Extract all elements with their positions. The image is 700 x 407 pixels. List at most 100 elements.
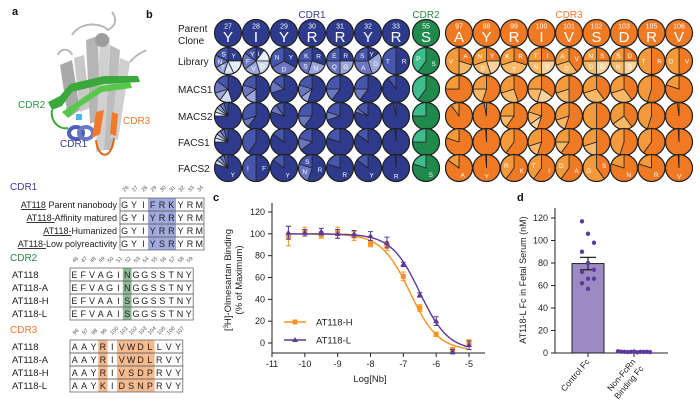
sequence-residue: S: [128, 368, 134, 378]
pie-outline: [353, 46, 383, 76]
variant-name: AT118-L: [12, 381, 47, 392]
pie-outline: [297, 153, 327, 183]
sequence-residue: E: [71, 296, 77, 306]
sequence-residue: S: [151, 283, 157, 293]
pie-residue-label: S: [221, 52, 226, 59]
macs2-pie: [213, 101, 243, 131]
pie-residue-label: S: [616, 53, 621, 60]
sequence-residue: I: [111, 368, 114, 378]
sequence-residue: M: [196, 213, 204, 223]
residue-position: 101: [563, 24, 575, 31]
panel-label-a: a: [12, 6, 19, 18]
binding-curve-chart: 0 20 40 60 80 100 120 -11 -10 -9 -8 -7 -6 -5 Log[Nb] [3…: [223, 203, 485, 385]
pie-residue-label: Y: [490, 53, 495, 60]
data-point: [585, 231, 591, 236]
alignment-title: CDR3: [10, 325, 38, 336]
pie-residue-label: K: [505, 54, 510, 61]
residue-number: 52: [124, 256, 133, 265]
sequence-residue: R: [100, 342, 107, 352]
data-point: [644, 349, 649, 354]
pie-residue-label: R: [504, 163, 509, 170]
residue-number: 99: [100, 328, 109, 337]
row-label-facs2: FACS2: [178, 164, 210, 175]
residue-position: 27: [224, 24, 232, 31]
sequence-residue: N: [177, 296, 184, 306]
sequence-residue: A: [81, 355, 87, 365]
sequence-residue: S: [151, 270, 157, 280]
sequence-residue: N: [177, 270, 184, 280]
parent-residue-32: 32Y: [353, 18, 383, 48]
macs1-pie: [527, 74, 556, 104]
macs2-pie: [269, 101, 299, 131]
variant-name: AT118-A: [12, 355, 49, 366]
macs1-pie: [381, 74, 411, 104]
panel-label-c: c: [213, 192, 219, 204]
data-point: [622, 349, 627, 355]
sequence-residue: G: [141, 283, 148, 293]
facs1-pie: [411, 127, 441, 157]
sequence-residue: S: [151, 296, 157, 306]
pie-residue-label: Y: [370, 51, 375, 58]
parent-residue-99: 99R: [499, 18, 529, 48]
facs2-pie: S: [411, 153, 441, 183]
library-pie: VD: [664, 46, 694, 76]
sequence-residue: Y: [150, 213, 156, 223]
y-tick-label: 100: [250, 229, 265, 239]
alignment-row: AT118 Parent nanobody G Y I F R K Y R M: [21, 197, 205, 212]
sequence-residue: T: [168, 283, 174, 293]
sequence-residue: S: [159, 239, 165, 249]
pie-residue-label: D: [564, 66, 569, 73]
residue-letter: R: [509, 29, 520, 46]
data-point: [641, 349, 646, 355]
sequence-residue: I: [111, 381, 114, 391]
row-label-facs1: FACS1: [178, 138, 210, 149]
residue-position: 105: [646, 24, 658, 31]
sequence-residue: M: [196, 239, 204, 249]
residue-position: 103: [618, 24, 630, 31]
sequence-residue: D: [118, 381, 125, 391]
sequence-residue: W: [127, 355, 136, 365]
macs2-pie: [637, 101, 666, 131]
legend-marker: [292, 337, 298, 342]
pie-residue-label: N: [626, 172, 631, 179]
residue-letter: R: [335, 29, 346, 46]
pie-residue-label: A: [560, 54, 565, 61]
sequence-residue: L: [147, 355, 152, 365]
residue-position: 30: [308, 24, 316, 31]
residue-number: 48: [89, 256, 98, 265]
sequence-residue: M: [196, 226, 204, 236]
sequence-residue: L: [147, 342, 152, 352]
residue-number: 34: [196, 185, 205, 194]
pie-residue-label: Y: [286, 173, 291, 180]
variant-name: AT118: [12, 270, 39, 281]
library-pie: SP: [411, 46, 441, 76]
macs2-pie: [297, 101, 327, 131]
pie-outline: [411, 153, 441, 183]
data-point: [638, 349, 643, 355]
data-point: [433, 331, 439, 337]
pie-residue-label: I: [546, 53, 548, 60]
alignment-row: AT118-Low polyreactivity G Y I Y S R Y R M: [18, 236, 205, 251]
y-tick-label: 120: [533, 213, 548, 223]
residue-letter: V: [674, 29, 684, 46]
macs1-pie: [325, 74, 355, 104]
pie-residue-label: S: [305, 159, 310, 166]
residue-number: 100: [109, 326, 120, 337]
pie-residue-label: F: [246, 59, 250, 66]
parent-circle: [411, 18, 441, 48]
macs2-pie: [527, 101, 556, 131]
pie-residue-label: R: [654, 172, 659, 179]
sequence-residue: V: [89, 296, 95, 306]
pie-residue-label: V: [685, 59, 690, 66]
sequence-residue: Y: [186, 283, 192, 293]
library-pie: VDA: [554, 46, 584, 76]
sequence-residue: L: [157, 342, 162, 352]
alignment-title: CDR2: [10, 253, 38, 264]
pie-residue-label: I: [258, 51, 260, 58]
sequence-residue: G: [121, 239, 128, 249]
sequence-residue: G: [132, 283, 139, 293]
data-point: [585, 260, 591, 266]
